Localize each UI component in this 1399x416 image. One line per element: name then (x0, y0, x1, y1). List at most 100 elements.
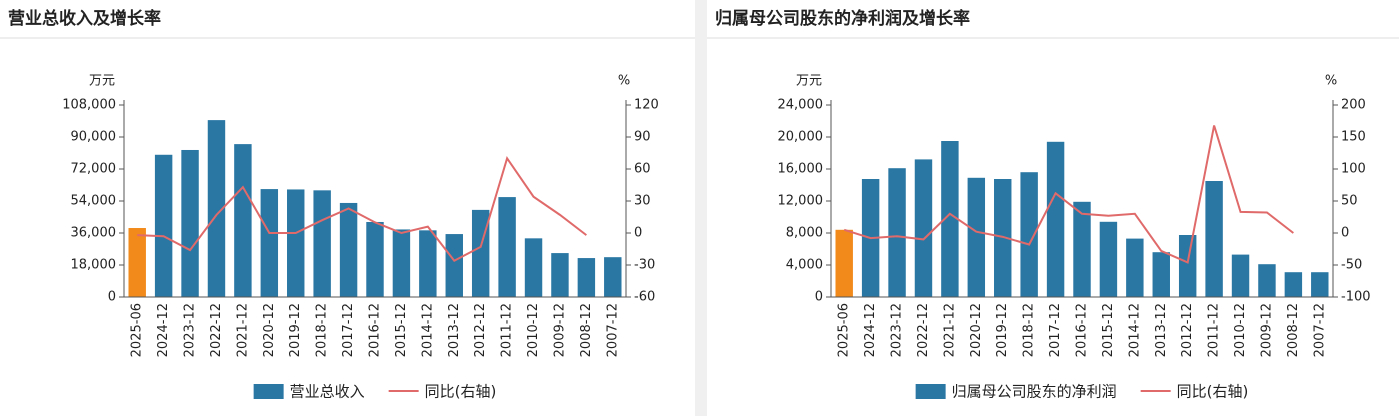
bar (1020, 172, 1038, 297)
chart-title: 归属母公司股东的净利润及增长率 (715, 8, 970, 29)
y-tick-label: 18,000 (71, 258, 117, 273)
x-tick-label: 2013-12 (1154, 303, 1169, 357)
bar (260, 189, 279, 297)
x-tick-label: 2021-12 (942, 303, 957, 357)
bar (524, 238, 543, 297)
y2-tick-label: 90 (634, 130, 651, 145)
bar (313, 190, 331, 297)
bar (1258, 264, 1276, 297)
x-tick-label: 2021-12 (235, 303, 250, 357)
bar (835, 229, 853, 297)
y2-tick-label: 0 (634, 226, 642, 241)
bar (1231, 254, 1250, 297)
y2-tick-label: 30 (634, 194, 651, 209)
y2-unit: % (1325, 74, 1337, 89)
bar (577, 258, 596, 297)
x-tick-label: 2020-12 (262, 303, 277, 357)
bar (994, 179, 1012, 297)
y2-tick-label: 50 (1341, 194, 1358, 209)
x-tick-label: 2009-12 (552, 303, 567, 357)
x-tick-label: 2025-06 (837, 303, 852, 357)
x-tick-label: 2017-12 (341, 303, 356, 357)
x-tick-label: 2009-12 (1259, 303, 1274, 357)
x-tick-label: 2019-12 (995, 303, 1010, 357)
x-tick-label: 2007-12 (605, 303, 620, 357)
bar (1205, 181, 1223, 297)
y-tick-label: 0 (815, 290, 823, 305)
line-series (843, 125, 1294, 264)
x-tick-label: 2012-12 (473, 303, 488, 357)
bar (1152, 252, 1170, 297)
bar (941, 141, 959, 297)
x-tick-label: 2014-12 (420, 303, 435, 357)
legend-swatch (253, 384, 284, 399)
y2-tick-label: -30 (634, 258, 655, 273)
line-series (137, 156, 587, 263)
y-tick-label: 54,000 (71, 194, 117, 209)
x-tick-label: 2020-12 (969, 303, 984, 357)
chart-title: 营业总收入及增长率 (8, 8, 161, 29)
bar (419, 230, 437, 297)
y-tick-label: 12,000 (778, 194, 824, 209)
bar (181, 149, 199, 297)
x-tick-label: 2024-12 (156, 303, 171, 357)
x-tick-label: 2022-12 (916, 303, 931, 357)
legend: 归属母公司股东的净利润 同比(右轴) (915, 383, 1249, 401)
bar (1311, 272, 1329, 297)
y2-tick-label: 150 (1341, 130, 1366, 145)
y2-tick-label: 0 (1341, 226, 1349, 241)
legend-label: 同比(右轴) (1177, 383, 1249, 401)
x-tick-label: 2016-12 (1075, 303, 1090, 357)
y2-tick-label: -100 (1341, 290, 1371, 305)
x-tick-label: 2011-12 (1207, 303, 1222, 357)
legend-label: 归属母公司股东的净利润 (952, 383, 1117, 401)
panel-gap (695, 0, 707, 416)
y-tick-label: 20,000 (778, 130, 824, 145)
y-tick-label: 72,000 (71, 162, 117, 177)
y-tick-label: 36,000 (71, 226, 117, 241)
bar (604, 257, 622, 297)
legend-swatch (915, 384, 946, 399)
x-tick-label: 2010-12 (526, 303, 541, 357)
bar (128, 228, 146, 297)
bar (1046, 141, 1065, 297)
x-tick-label: 2018-12 (1022, 303, 1037, 357)
x-tick-label: 2013-12 (447, 303, 462, 357)
legend: 营业总收入 同比(右轴) (253, 383, 497, 401)
bar (366, 221, 384, 297)
y2-tick-label: 200 (1341, 98, 1366, 113)
y-unit: 万元 (796, 74, 822, 89)
bar (234, 144, 252, 297)
x-tick-label: 2023-12 (890, 303, 905, 357)
bar (1178, 235, 1197, 297)
bar (287, 189, 305, 297)
bar (339, 202, 358, 297)
x-tick-label: 2019-12 (288, 303, 303, 357)
x-tick-label: 2014-12 (1127, 303, 1142, 357)
x-tick-label: 2007-12 (1312, 303, 1327, 357)
y-unit: 万元 (89, 74, 115, 89)
legend-label: 营业总收入 (290, 383, 365, 401)
bar (207, 120, 226, 297)
y-tick-label: 8,000 (786, 226, 823, 241)
legend-label: 同比(右轴) (425, 383, 497, 401)
x-tick-label: 2008-12 (1286, 303, 1301, 357)
y-tick-label: 108,000 (62, 98, 116, 113)
x-tick-label: 2018-12 (315, 303, 330, 357)
x-tick-label: 2024-12 (863, 303, 878, 357)
y2-tick-label: 100 (1341, 162, 1366, 177)
x-tick-label: 2017-12 (1048, 303, 1063, 357)
y2-tick-label: -50 (1341, 258, 1362, 273)
bar (392, 229, 411, 297)
x-tick-label: 2016-12 (368, 303, 383, 357)
bar (967, 177, 986, 297)
y-tick-label: 4,000 (786, 258, 823, 273)
x-tick-label: 2011-12 (500, 303, 515, 357)
bar (154, 154, 173, 297)
x-tick-label: 2025-06 (130, 303, 145, 357)
y-tick-label: 0 (108, 290, 116, 305)
x-tick-label: 2008-12 (579, 303, 594, 357)
y2-tick-label: -60 (634, 290, 655, 305)
bar (888, 168, 906, 297)
bar (551, 253, 569, 297)
